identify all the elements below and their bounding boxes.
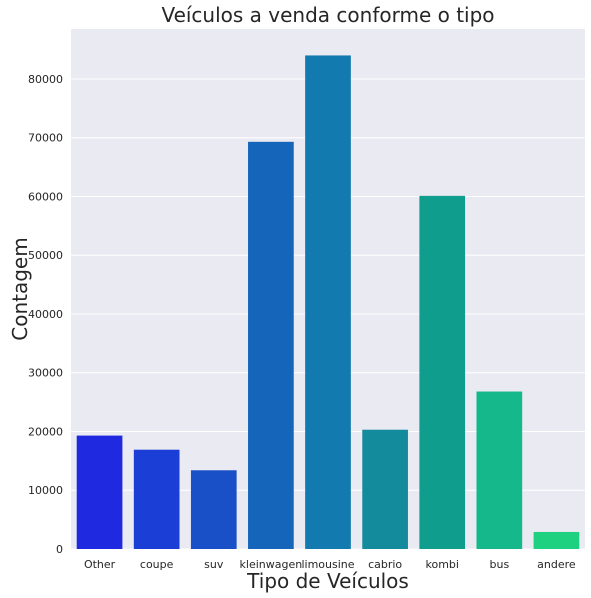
bar-bus [476, 391, 523, 549]
y-tick-label: 60000 [28, 190, 63, 203]
bar-kombi [419, 195, 466, 549]
y-tick-label: 20000 [28, 425, 63, 438]
x-tick-label-coupe: coupe [140, 558, 174, 571]
x-tick-label-other: Other [84, 558, 116, 571]
y-tick-label: 10000 [28, 484, 63, 497]
x-tick-labels: Other coupe suv kleinwagen limousine cabrio ko… [84, 558, 576, 571]
x-axis-title: Tipo de Veículos [246, 569, 409, 593]
x-tick-label-kleinwagen: kleinwagen [240, 558, 303, 571]
bar-limousine [305, 55, 351, 550]
x-tick-label-cabrio: cabrio [368, 558, 402, 571]
bar-kleinwagen [248, 141, 294, 550]
bar-other [76, 435, 123, 549]
chart-title: Veículos a venda conforme o tipo [161, 3, 494, 27]
x-tick-label-andere: andere [537, 558, 576, 571]
y-tick-label: 80000 [28, 73, 63, 86]
x-tick-label-limousine: limousine [301, 558, 354, 571]
bar-coupe [133, 449, 180, 549]
x-tick-label-kombi: kombi [425, 558, 458, 571]
y-tick-label: 50000 [28, 249, 63, 262]
x-tick-label-suv: suv [204, 558, 224, 571]
x-tick-label-bus: bus [489, 558, 509, 571]
bar-suv [190, 470, 237, 549]
bar-cabrio [362, 429, 408, 549]
y-tick-label: 0 [56, 543, 63, 556]
y-tick-label: 70000 [28, 132, 63, 145]
bars-group [76, 55, 580, 550]
y-tick-label: 30000 [28, 367, 63, 380]
y-tick-labels: 0 10000 20000 30000 40000 50000 60000 70000 8000… [28, 73, 63, 556]
y-axis-title: Contagem [8, 237, 32, 340]
y-tick-label: 40000 [28, 308, 63, 321]
bar-andere [533, 531, 580, 549]
